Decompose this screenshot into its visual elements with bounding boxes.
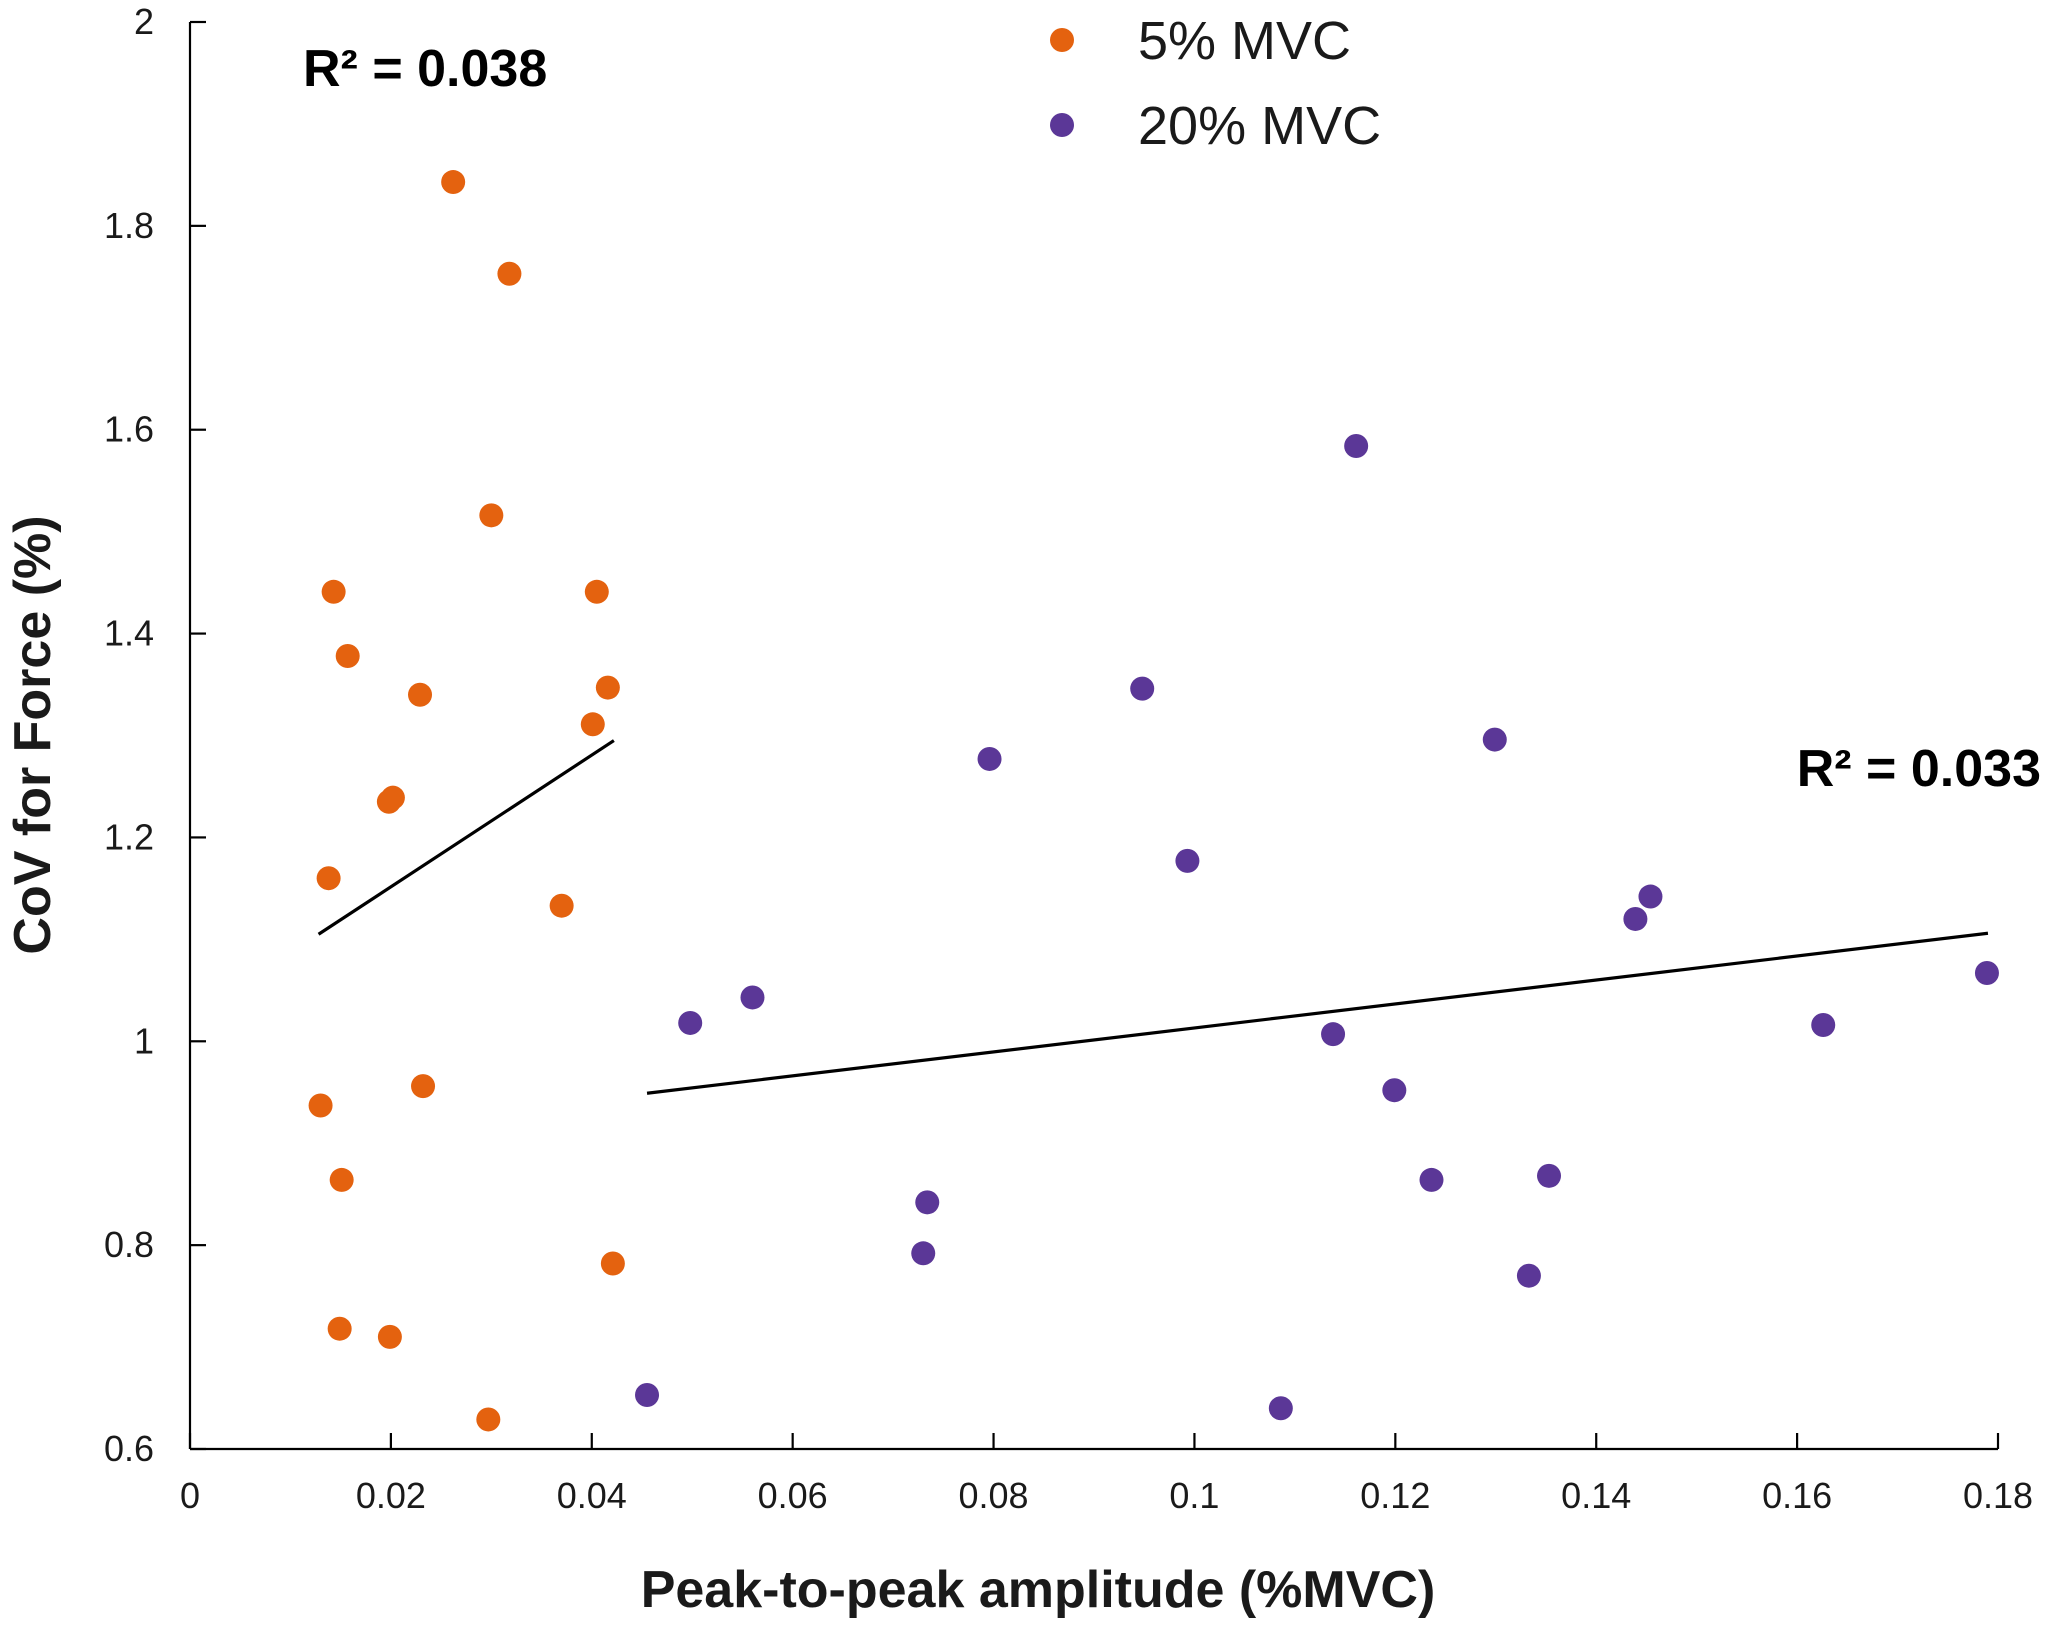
y-tick-label: 0.8 [104, 1224, 154, 1265]
point-20pct-mvc [1344, 434, 1369, 459]
point-5pct-mvc [376, 789, 401, 814]
point-5pct-mvc [329, 1167, 354, 1192]
point-20pct-mvc [1811, 1012, 1836, 1037]
y-axis-title: CoV for Force (%) [4, 515, 62, 954]
regression-lines [317, 739, 1989, 1095]
axes [188, 22, 1998, 1451]
point-20pct-mvc [1974, 960, 1999, 985]
point-5pct-mvc [595, 675, 620, 700]
x-tick-label: 0.12 [1360, 1475, 1430, 1516]
point-5pct-mvc [441, 170, 466, 195]
point-5pct-mvc [549, 893, 574, 918]
point-20pct-mvc [1537, 1163, 1562, 1188]
y-tick-label: 1.8 [104, 205, 154, 246]
point-5pct-mvc [479, 503, 504, 528]
data-points [308, 170, 1999, 1432]
point-20pct-mvc [1382, 1078, 1407, 1103]
y-tick-label: 1.4 [104, 613, 154, 654]
legend-marker-1 [1050, 113, 1074, 137]
x-tick-label: 0.08 [959, 1475, 1029, 1516]
point-20pct-mvc [915, 1190, 940, 1215]
legend-label-0: 5% MVC [1138, 11, 1351, 71]
point-20pct-mvc [1638, 884, 1663, 909]
point-20pct-mvc [1321, 1022, 1346, 1047]
point-5pct-mvc [327, 1316, 352, 1341]
y-tick-label: 2 [134, 1, 154, 42]
point-5pct-mvc [308, 1093, 333, 1118]
regression-line-1 [646, 931, 1989, 1095]
point-5pct-mvc [408, 682, 433, 707]
point-20pct-mvc [678, 1010, 703, 1035]
y-tick-label: 0.6 [104, 1428, 154, 1469]
point-5pct-mvc [335, 643, 360, 668]
point-5pct-mvc [600, 1251, 625, 1276]
point-5pct-mvc [580, 712, 605, 737]
r-squared-5pct-annotation: R² = 0.038 [303, 40, 547, 98]
x-tick-label: 0.04 [557, 1475, 627, 1516]
annotations: R² = 0.038 R² = 0.033 [303, 40, 2041, 798]
legend-marker-0 [1050, 28, 1074, 52]
point-20pct-mvc [1516, 1263, 1541, 1288]
point-5pct-mvc [411, 1074, 436, 1099]
point-20pct-mvc [1419, 1167, 1444, 1192]
y-tick-label: 1.2 [104, 816, 154, 857]
point-5pct-mvc [377, 1324, 402, 1349]
x-tick-label: 0.1 [1169, 1475, 1219, 1516]
x-axis-ticks: 0 0.02 0.04 0.06 0.08 0.1 0.12 0.14 0.16 0.18 [180, 1433, 2033, 1516]
point-5pct-mvc [584, 579, 609, 604]
x-tick-label: 0 [180, 1475, 200, 1516]
point-20pct-mvc [740, 985, 765, 1010]
x-axis-title: Peak-to-peak amplitude (%MVC) [641, 1561, 1436, 1619]
point-20pct-mvc [1623, 906, 1648, 931]
x-tick-label: 0.14 [1561, 1475, 1631, 1516]
point-20pct-mvc [911, 1241, 936, 1266]
point-20pct-mvc [1268, 1396, 1293, 1421]
point-20pct-mvc [1175, 848, 1200, 873]
point-20pct-mvc [1130, 676, 1155, 701]
point-20pct-mvc [1482, 727, 1507, 752]
x-tick-label: 0.18 [1963, 1475, 2033, 1516]
point-5pct-mvc [497, 261, 522, 286]
y-tick-label: 1 [134, 1020, 154, 1061]
point-5pct-mvc [316, 866, 341, 891]
r-squared-20pct-annotation: R² = 0.033 [1797, 740, 2041, 798]
x-tick-label: 0.02 [356, 1475, 426, 1516]
legend-label-1: 20% MVC [1138, 96, 1381, 156]
point-20pct-mvc [977, 746, 1002, 771]
regression-line-0 [317, 739, 615, 936]
point-20pct-mvc [635, 1382, 660, 1407]
point-5pct-mvc [476, 1407, 501, 1432]
point-5pct-mvc [321, 579, 346, 604]
y-tick-label: 1.6 [104, 409, 154, 450]
x-tick-label: 0.06 [758, 1475, 828, 1516]
x-tick-label: 0.16 [1762, 1475, 1832, 1516]
y-axis-ticks: 0.6 0.8 1 1.2 1.4 1.6 1.8 2 [104, 1, 206, 1469]
legend: 5% MVC 20% MVC [1050, 11, 1381, 156]
